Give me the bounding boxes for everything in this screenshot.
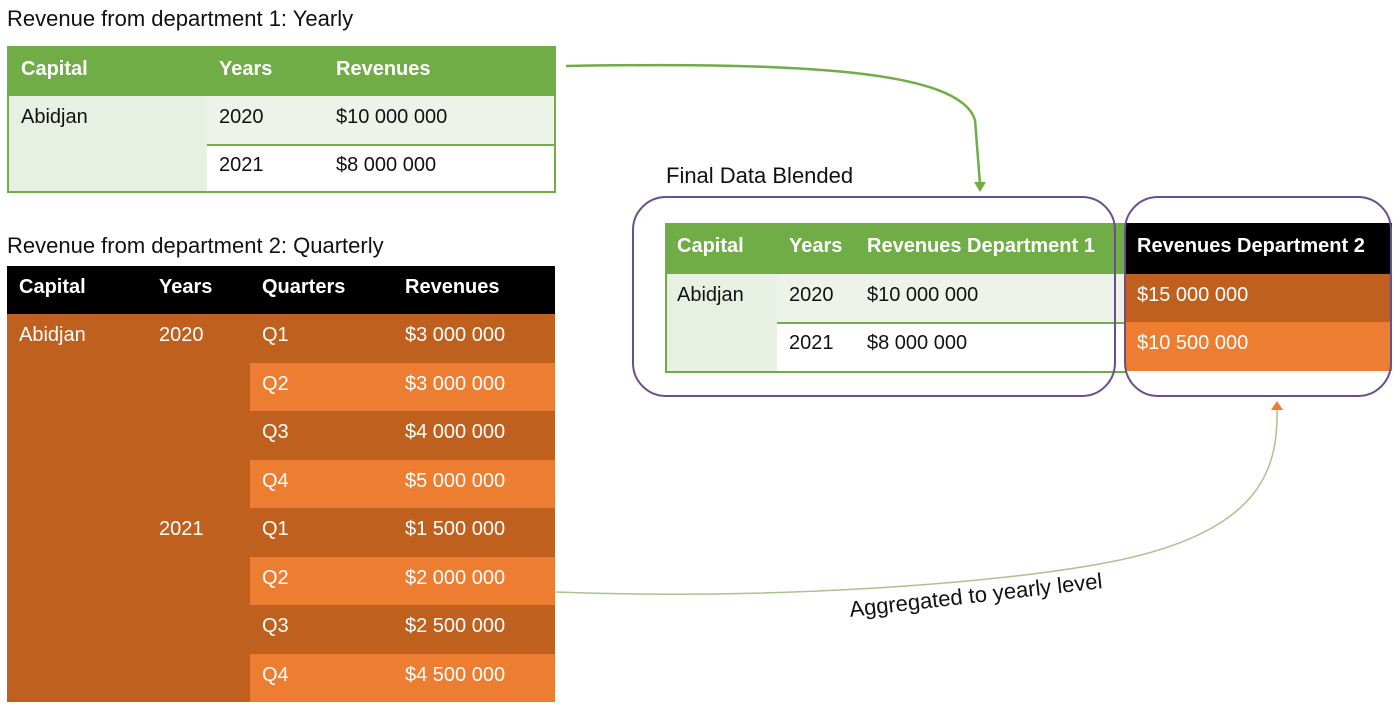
final-row-2020 xyxy=(777,274,1125,322)
dept2-table: Capital Years Quarters Revenues Abidjan … xyxy=(7,266,555,702)
final-rev2: $10 500 000 xyxy=(1137,332,1249,354)
dept2-header-revenues: Revenues xyxy=(405,276,500,298)
final-header-black xyxy=(1125,223,1392,274)
dept1-year: 2021 xyxy=(219,154,264,176)
final-header-years: Years xyxy=(789,235,843,257)
dept2-title: Revenue from department 2: Quarterly xyxy=(7,233,384,258)
dept2-header-years: Years xyxy=(159,276,213,298)
final-rev2: $15 000 000 xyxy=(1137,284,1249,306)
dept2-stripe xyxy=(250,460,555,508)
dept2-header-row xyxy=(7,266,555,314)
orange-connector-arrow xyxy=(555,409,1278,595)
final-dept2-row-2020 xyxy=(1125,274,1392,322)
dept2-revenue: $3 000 000 xyxy=(405,373,506,395)
dept2-header-quarters: Quarters xyxy=(262,276,346,298)
final-header-rev1: Revenues Department 1 xyxy=(867,235,1095,257)
dept1-capital: Abidjan xyxy=(21,106,88,128)
final-year: 2020 xyxy=(789,284,834,306)
final-header-capital: Capital xyxy=(677,235,744,257)
dept2-revenue: $1 500 000 xyxy=(405,518,506,540)
final-capital: Abidjan xyxy=(677,284,744,306)
dept2-quarter: Q1 xyxy=(262,324,289,346)
final-rev1: $10 000 000 xyxy=(867,284,979,306)
dept2-quarter: Q4 xyxy=(262,664,289,686)
dept2-quarter: Q2 xyxy=(262,373,289,395)
final-row-2021 xyxy=(777,322,1125,371)
final-header-rev2: Revenues Department 2 xyxy=(1137,235,1365,257)
orange-arrowhead-icon xyxy=(1271,401,1283,410)
dept2-quarter: Q2 xyxy=(262,567,289,589)
dept2-revenue: $2 000 000 xyxy=(405,567,506,589)
dept1-year: 2020 xyxy=(219,106,264,128)
green-arrowhead-icon xyxy=(974,182,986,192)
dept2-year-2021: 2021 xyxy=(159,518,204,540)
dept2-quarter: Q3 xyxy=(262,421,289,443)
dept1-header-revenues: Revenues xyxy=(336,58,431,80)
dept2-revenue: $4 500 000 xyxy=(405,664,506,686)
final-table: Capital Years Revenues Department 1 Reve… xyxy=(665,223,1392,373)
final-title: Final Data Blended xyxy=(666,163,854,188)
dept2-revenue: $4 000 000 xyxy=(405,421,506,443)
dept2-capital: Abidjan xyxy=(19,324,86,346)
dept1-header-capital: Capital xyxy=(21,58,88,80)
dept2-quarter: Q4 xyxy=(262,470,289,492)
final-dept2-row-2021 xyxy=(1125,322,1392,371)
dept1-frame xyxy=(632,196,1116,397)
dept1-row-2020 xyxy=(207,96,554,144)
dept1-row-2021 xyxy=(207,144,554,191)
dept2-year-2020: 2020 xyxy=(159,324,204,346)
dept1-revenue: $10 000 000 xyxy=(336,106,448,128)
dept2-revenue: $5 000 000 xyxy=(405,470,506,492)
dept1-table: Capital Years Revenues Abidjan 2020 $10 … xyxy=(7,46,556,193)
dept2-quarter: Q3 xyxy=(262,615,289,637)
dept1-revenue: $8 000 000 xyxy=(336,154,437,176)
dept1-header-years: Years xyxy=(219,58,273,80)
dept2-frame xyxy=(1124,196,1392,397)
dept2-revenue: $2 500 000 xyxy=(405,615,506,637)
dept1-header-row xyxy=(9,48,554,96)
dept1-title: Revenue from department 1: Yearly xyxy=(7,6,354,31)
dept2-stripe xyxy=(250,654,555,702)
green-connector-arrow xyxy=(565,63,982,185)
dept2-stripe xyxy=(250,557,555,605)
dept2-stripe xyxy=(250,363,555,411)
final-year: 2021 xyxy=(789,332,834,354)
final-header-green xyxy=(665,223,1125,274)
dept2-revenue: $3 000 000 xyxy=(405,324,506,346)
final-rev1: $8 000 000 xyxy=(867,332,968,354)
dept2-header-capital: Capital xyxy=(19,276,86,298)
dept2-quarter: Q1 xyxy=(262,518,289,540)
